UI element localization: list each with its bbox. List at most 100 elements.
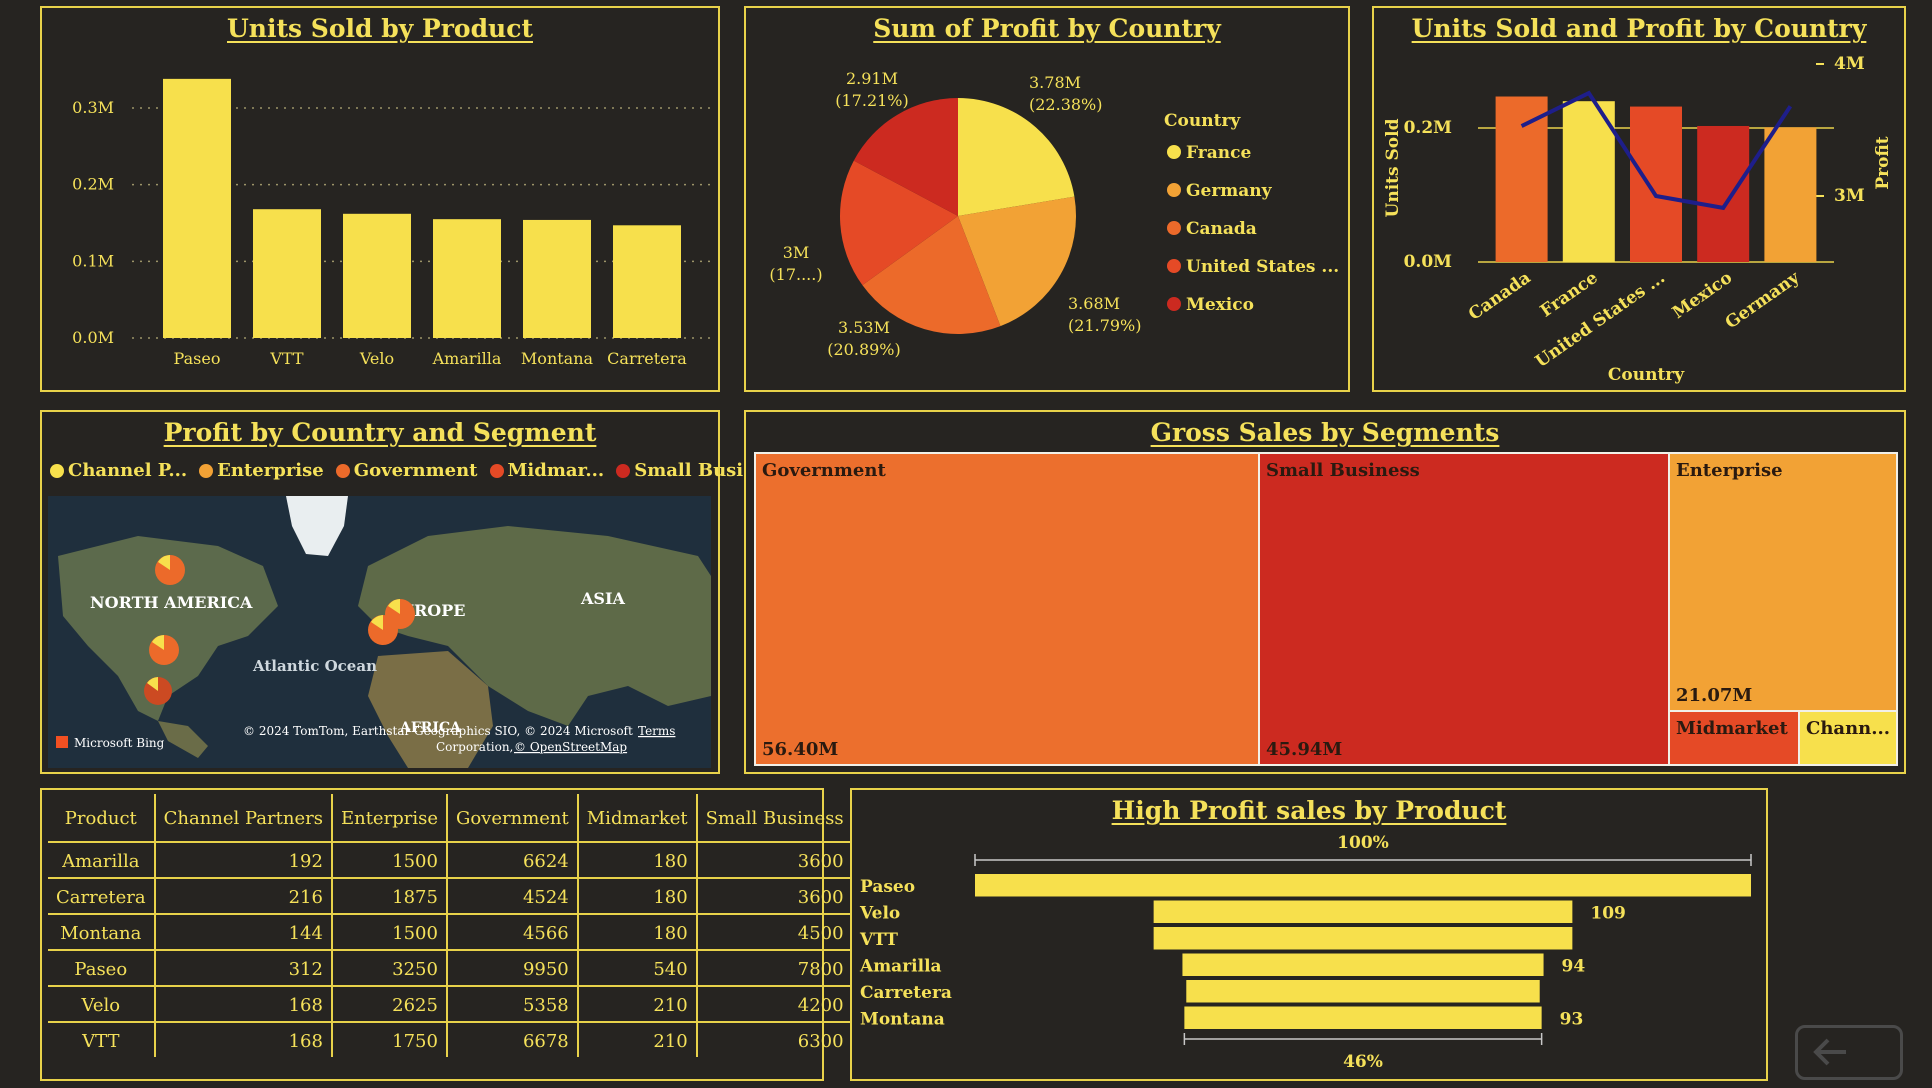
legend-dot	[616, 463, 631, 478]
matrix-header-cell[interactable]: Product	[48, 794, 156, 843]
matrix-row-product: Velo	[48, 986, 156, 1023]
funnel-bar-amarilla	[1182, 953, 1544, 976]
map-legend-item[interactable]: Midmar...	[489, 460, 604, 481]
pie-legend-label: France	[1186, 143, 1251, 163]
matrix-cell: 3250	[331, 950, 448, 987]
funnel-bar-montana	[1184, 1006, 1542, 1029]
back-arrow-icon	[1813, 1038, 1846, 1066]
bar-units-4	[1764, 127, 1817, 262]
map-marker-canada[interactable]	[155, 555, 185, 585]
matrix-row-product: Montana	[48, 914, 156, 951]
profit-line	[1520, 90, 1793, 211]
treemap-enterprise-label: Enterprise	[1676, 460, 1783, 481]
matrix-cell: 210	[577, 1022, 698, 1057]
funnel-category-label: Paseo	[860, 877, 915, 897]
funnel-bar-carretera	[1186, 980, 1540, 1003]
treemap-midmarket[interactable]: Midmarket	[1668, 710, 1800, 766]
funnel-bottom-pct: 46%	[1343, 1052, 1383, 1072]
treemap-small-business-label: Small Business	[1266, 460, 1420, 481]
legend-dot	[1167, 221, 1181, 235]
pie-legend-label: Canada	[1186, 219, 1257, 239]
bing-logo-icon	[56, 736, 68, 748]
units-by-product-chart: 0.0M 0.1M 0.2M 0.3M Paseo VTT Velo Amarilla Mont…	[72, 78, 712, 368]
central-america-shape	[158, 721, 208, 758]
x-tick-label: Montana	[521, 349, 594, 368]
matrix-header-cell[interactable]: Small Business	[696, 794, 852, 843]
map-marker-us[interactable]	[149, 635, 179, 665]
funnel-category-label: Amarilla	[859, 957, 942, 977]
map-legend-label: Government	[353, 460, 478, 481]
treemap-government-value: 56.40M	[762, 739, 839, 760]
pie-value-label: 3.78M	[1029, 73, 1081, 92]
x-tick-label: Amarilla	[432, 349, 502, 368]
matrix-header-cell[interactable]: Midmarket	[577, 794, 698, 843]
funnel-top-pct: 100%	[1337, 833, 1389, 853]
profit-map-title: Profit by Country and Segment	[163, 418, 597, 447]
y-left-axis-label: Units Sold	[1383, 118, 1403, 217]
y-left-tick: 0.2M	[1404, 118, 1453, 138]
matrix-cell: 1750	[331, 1022, 448, 1057]
pie-value-label: 3M	[783, 243, 810, 262]
funnel-category-label: Velo	[859, 904, 900, 924]
map-terms-link[interactable]: Terms	[638, 724, 675, 738]
map-marker-germany[interactable]	[385, 599, 415, 629]
map-label-europe: UROPE	[400, 601, 465, 620]
matrix-cell: 168	[154, 986, 333, 1023]
gross-sales-panel: Gross Sales by Segments Government 56.40…	[744, 410, 1906, 774]
matrix-header-row: Product Channel Partners Enterprise Governm…	[48, 794, 852, 843]
back-button[interactable]	[1795, 1025, 1903, 1080]
matrix-row-product: Carretera	[48, 878, 156, 915]
bar-units-1	[1562, 101, 1615, 262]
matrix-header-cell[interactable]: Enterprise	[331, 794, 448, 843]
matrix-cell: 2625	[331, 986, 448, 1023]
funnel-value-label: 93	[1560, 1010, 1584, 1030]
treemap-government[interactable]: Government 56.40M	[754, 452, 1260, 766]
matrix-cell: 180	[577, 914, 698, 951]
bar-montana	[523, 219, 591, 338]
map-legend-item[interactable]: Government	[335, 460, 478, 481]
matrix-cell: 180	[577, 842, 698, 879]
map-legend-item[interactable]: Small Busi...	[616, 460, 762, 481]
treemap-midmarket-label: Midmarket	[1676, 718, 1788, 739]
map-legend-item[interactable]: Enterprise	[199, 460, 324, 481]
y-right-tick: 3M	[1834, 186, 1865, 206]
map-label-asia: ASIA	[580, 589, 625, 608]
matrix-cell: 210	[577, 986, 698, 1023]
profit-map-panel: Profit by Country and Segment Channel P.…	[40, 410, 762, 774]
bar-amarilla	[433, 219, 501, 338]
y-tick-label: 0.1M	[72, 251, 114, 270]
x-tick-label: Canada	[1465, 268, 1534, 325]
x-tick-label: Paseo	[174, 349, 221, 368]
table-row: Paseo 312 3250 9950 540 7800	[48, 950, 852, 987]
funnel-chart: 100% Paseo Velo 109 VTT Amarilla 94 Carretera Mo…	[859, 833, 1752, 1072]
treemap-channel-label: Chann...	[1806, 718, 1891, 739]
map-label-ocean: Atlantic Ocean	[252, 657, 377, 675]
matrix-cell: 144	[154, 914, 333, 951]
map-area[interactable]: NORTH AMERICA UROPE ASIA Atlantic Ocean …	[48, 496, 711, 768]
matrix-cell: 4566	[446, 914, 579, 951]
matrix-cell: 1875	[331, 878, 448, 915]
map-legend: Channel P... Enterprise Government Midmar..…	[50, 460, 762, 481]
matrix-cell: 540	[577, 950, 698, 987]
matrix-header-cell[interactable]: Government	[446, 794, 579, 843]
treemap-channel[interactable]: Chann...	[1798, 710, 1898, 766]
matrix-cell: 216	[154, 878, 333, 915]
x-tick-label: Germany	[1722, 267, 1804, 333]
treemap-small-business[interactable]: Small Business 45.94M	[1258, 452, 1670, 766]
treemap-enterprise[interactable]: Enterprise 21.07M	[1668, 452, 1898, 712]
funnel-value-label: 109	[1590, 904, 1626, 924]
matrix-header-cell[interactable]: Channel Partners	[154, 794, 333, 843]
pie-slice-mexico	[853, 98, 958, 216]
map-osm-link[interactable]: © OpenStreetMap	[514, 740, 627, 754]
matrix-row-product: VTT	[48, 1022, 156, 1057]
funnel-bar-paseo	[975, 874, 1751, 897]
y-right-axis-label: Profit	[1873, 136, 1893, 189]
treemap-small-business-value: 45.94M	[1266, 739, 1343, 760]
map-legend-item[interactable]: Channel P...	[50, 460, 187, 481]
map-svg[interactable]: NORTH AMERICA UROPE ASIA Atlantic Ocean …	[48, 496, 711, 768]
x-tick-label: Velo	[359, 349, 394, 368]
units-profit-panel: Units Sold and Profit by Country 0.0M 0.2…	[1372, 6, 1906, 392]
pie-legend-title: Country	[1164, 111, 1241, 131]
matrix-row-product: Amarilla	[48, 842, 156, 879]
map-marker-mexico[interactable]	[144, 677, 172, 705]
